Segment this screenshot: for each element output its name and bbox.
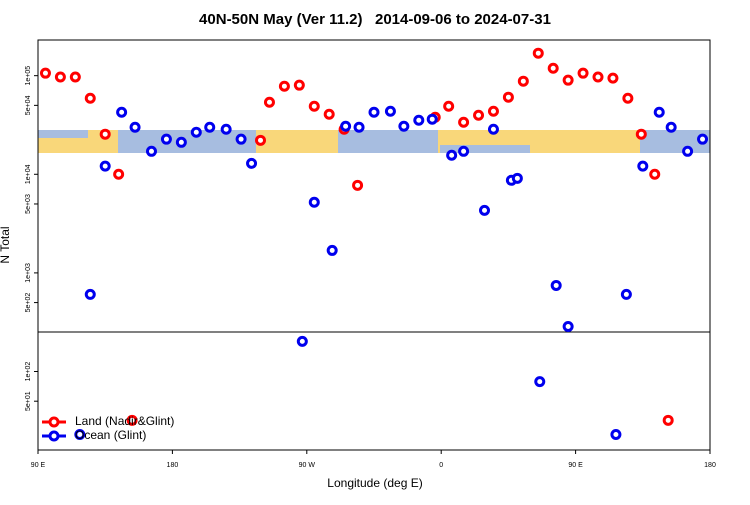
data-point	[340, 120, 352, 132]
data-point	[458, 145, 470, 157]
data-point	[235, 133, 247, 145]
x-tick-label: 90 W	[299, 462, 316, 469]
data-point	[550, 279, 562, 291]
data-point	[532, 47, 544, 59]
y-tick-label: 5e+01	[25, 391, 32, 411]
plot-frame	[37, 39, 711, 451]
data-point	[547, 62, 559, 74]
data-point	[113, 168, 125, 180]
data-point	[190, 126, 202, 138]
legend-label: Land (Nadir&Glint)	[75, 414, 174, 428]
data-point	[426, 113, 438, 125]
data-point	[511, 172, 523, 184]
data-point	[116, 106, 128, 118]
x-tick-label: 90 E	[568, 462, 583, 469]
data-point	[534, 376, 546, 388]
data-point	[665, 121, 677, 133]
data-point	[384, 105, 396, 117]
legend-marker	[48, 416, 60, 428]
data-point	[635, 128, 647, 140]
y-tick-label: 1e+03	[25, 263, 32, 283]
legend-marker	[48, 430, 60, 442]
data-point	[255, 134, 267, 146]
data-point	[622, 92, 634, 104]
data-point	[653, 106, 665, 118]
data-point	[620, 288, 632, 300]
data-point	[502, 91, 514, 103]
y-tick-label: 5e+03	[25, 194, 32, 214]
data-point	[517, 75, 529, 87]
data-point	[562, 321, 574, 333]
data-point	[487, 123, 499, 135]
data-point	[129, 121, 141, 133]
legend-label: Ocean (Glint)	[75, 428, 146, 442]
data-point	[323, 108, 335, 120]
data-point	[84, 288, 96, 300]
data-point	[308, 196, 320, 208]
data-point	[368, 106, 380, 118]
y-tick-label: 1e+02	[25, 362, 32, 382]
data-point	[577, 67, 589, 79]
data-point	[175, 136, 187, 148]
x-tick-label: 0	[439, 462, 443, 469]
data-point	[74, 428, 86, 440]
data-point	[697, 133, 709, 145]
x-axis-label: Longitude (deg E)	[327, 476, 422, 490]
data-point	[610, 428, 622, 440]
data-point	[479, 204, 491, 216]
data-point	[473, 109, 485, 121]
x-tick-label: 180	[704, 462, 716, 469]
data-point	[662, 414, 674, 426]
chart-title: 40N-50N May (Ver 11.2) 2014-09-06 to 202…	[199, 11, 551, 28]
data-point	[562, 74, 574, 86]
data-point	[246, 157, 258, 169]
data-point	[54, 71, 66, 83]
map-strip	[38, 130, 710, 153]
data-point	[263, 96, 275, 108]
data-point	[487, 105, 499, 117]
data-point	[353, 121, 365, 133]
data-point	[69, 71, 81, 83]
data-point	[99, 128, 111, 140]
data-point	[278, 80, 290, 92]
data-point	[293, 79, 305, 91]
data-point	[458, 116, 470, 128]
y-tick-label: 5e+04	[25, 95, 32, 115]
data-point	[607, 72, 619, 84]
data-point	[204, 121, 216, 133]
data-point	[443, 100, 455, 112]
data-point	[296, 335, 308, 347]
data-point	[84, 92, 96, 104]
data-point	[145, 145, 157, 157]
data-point	[398, 120, 410, 132]
data-point	[682, 145, 694, 157]
data-point	[126, 414, 138, 426]
y-tick-label: 5e+02	[25, 293, 32, 313]
data-point	[308, 100, 320, 112]
data-point	[220, 123, 232, 135]
data-point	[649, 168, 661, 180]
data-point	[39, 67, 51, 79]
y-tick-label: 1e+04	[25, 164, 32, 184]
y-tick-label: 1e+05	[25, 66, 32, 86]
data-point	[413, 114, 425, 126]
data-point	[446, 149, 458, 161]
data-point	[326, 244, 338, 256]
data-point	[637, 160, 649, 172]
data-point	[99, 160, 111, 172]
data-point	[592, 71, 604, 83]
x-tick-label: 90 E	[31, 462, 46, 469]
data-point	[160, 133, 172, 145]
data-point	[352, 179, 364, 191]
y-axis-label: N Total	[0, 226, 12, 263]
x-tick-label: 180	[167, 462, 179, 469]
